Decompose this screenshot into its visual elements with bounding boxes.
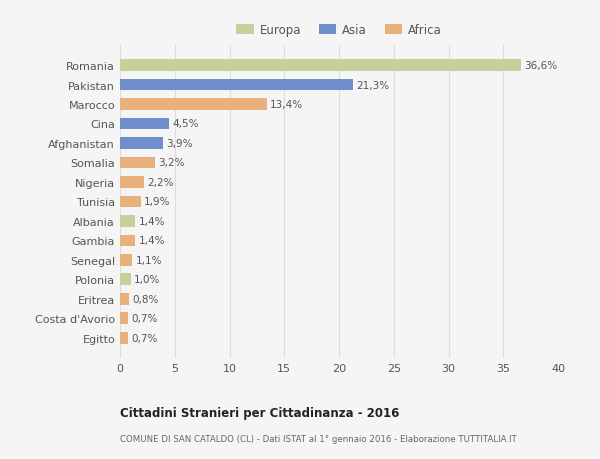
Bar (120, 79, 353, 91)
Bar (120, 157, 155, 169)
Bar (120, 118, 169, 130)
Text: COMUNE DI SAN CATALDO (CL) - Dati ISTAT al 1° gennaio 2016 - Elaborazione TUTTIT: COMUNE DI SAN CATALDO (CL) - Dati ISTAT … (120, 434, 517, 443)
Text: 4,5%: 4,5% (173, 119, 199, 129)
Text: 21,3%: 21,3% (356, 80, 389, 90)
Text: 1,9%: 1,9% (144, 197, 170, 207)
Bar (120, 177, 144, 188)
Text: 3,9%: 3,9% (166, 139, 193, 149)
Text: 1,4%: 1,4% (139, 236, 165, 246)
Bar (120, 60, 521, 72)
Text: 0,8%: 0,8% (132, 294, 158, 304)
Text: Cittadini Stranieri per Cittadinanza - 2016: Cittadini Stranieri per Cittadinanza - 2… (120, 406, 400, 419)
Bar (120, 332, 128, 344)
Bar (120, 274, 131, 285)
Bar (120, 293, 129, 305)
Bar (120, 216, 136, 227)
Bar (120, 196, 141, 208)
Text: 1,0%: 1,0% (134, 274, 161, 285)
Text: 3,2%: 3,2% (158, 158, 185, 168)
Bar (120, 235, 136, 246)
Text: 36,6%: 36,6% (524, 61, 557, 71)
Text: 2,2%: 2,2% (148, 178, 174, 188)
Bar (120, 313, 128, 325)
Bar (120, 138, 163, 150)
Legend: Europa, Asia, Africa: Europa, Asia, Africa (236, 24, 442, 37)
Text: 0,7%: 0,7% (131, 313, 157, 324)
Text: 13,4%: 13,4% (270, 100, 303, 110)
Bar (120, 99, 267, 111)
Bar (120, 254, 132, 266)
Text: 1,4%: 1,4% (139, 216, 165, 226)
Text: 1,1%: 1,1% (136, 255, 162, 265)
Text: 0,7%: 0,7% (131, 333, 157, 343)
